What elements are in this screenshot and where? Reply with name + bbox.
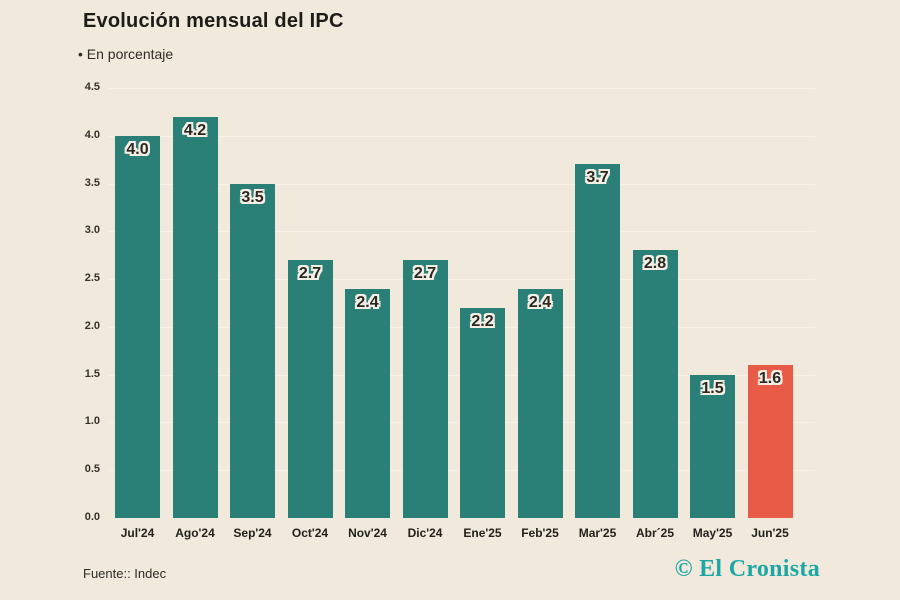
plot-area: 4.5 4.0 3.5 3.0 2.5 2.0 1.5 1.0 0.5 0.0 4.0 Jul'24 4… bbox=[85, 81, 815, 540]
y-axis-tick-label: 0.5 bbox=[84, 463, 100, 476]
x-axis-tick-label: Nov'24 bbox=[348, 526, 387, 540]
bar: 2.7 bbox=[287, 260, 333, 518]
bar: 4.2 bbox=[172, 116, 218, 518]
bar: 2.4 bbox=[345, 288, 390, 518]
bar: 2.2 bbox=[460, 307, 505, 518]
y-axis-tick-label: 2.0 bbox=[84, 319, 100, 332]
x-axis-tick-label: Sep'24 bbox=[233, 526, 272, 540]
x-axis-tick-label: Feb'25 bbox=[521, 526, 559, 540]
bar-value-label: 3.5 bbox=[241, 188, 264, 206]
source-note: Fuente:: Indec bbox=[83, 566, 167, 581]
y-axis-tick-label: 4.0 bbox=[84, 128, 100, 141]
bar: 2.8 bbox=[632, 250, 678, 518]
x-axis-tick-label: Mar'25 bbox=[578, 526, 617, 540]
y-axis-tick-label: 1.5 bbox=[84, 367, 100, 380]
gridline bbox=[108, 231, 815, 233]
bar: 4.0 bbox=[115, 135, 160, 518]
gridline bbox=[108, 88, 815, 89]
bar-highlighted: 1.6 bbox=[747, 365, 793, 518]
y-axis-tick-label: 2.5 bbox=[84, 272, 100, 285]
x-axis-tick-label: Dic'24 bbox=[407, 526, 443, 540]
x-axis-tick-label: Oct'24 bbox=[291, 526, 329, 540]
bar-value-label: 2.7 bbox=[413, 265, 437, 282]
page-title: Evolución mensual del IPC bbox=[83, 10, 344, 32]
bar-value-label: 1.6 bbox=[758, 370, 782, 388]
bar: 2.4 bbox=[517, 288, 563, 518]
x-axis-tick-label: Ene'25 bbox=[463, 526, 502, 540]
bar-value-label: 4.0 bbox=[126, 140, 149, 158]
x-axis-tick-label: Abr´25 bbox=[635, 526, 674, 540]
y-axis-tick-label: 3.5 bbox=[84, 176, 100, 189]
bar-value-label: 2.2 bbox=[471, 312, 494, 330]
bar: 2.7 bbox=[402, 260, 448, 518]
bar-value-label: 2.7 bbox=[298, 265, 322, 282]
gridline bbox=[108, 279, 815, 281]
y-axis-tick-label: 4.5 bbox=[84, 81, 100, 93]
x-axis-tick-label: May'25 bbox=[692, 526, 733, 540]
x-axis-tick-label: Jun'25 bbox=[751, 526, 789, 540]
gridline bbox=[108, 183, 815, 185]
bar-value-label: 1.5 bbox=[701, 379, 724, 397]
bar-value-label: 2.4 bbox=[356, 293, 379, 311]
x-axis-tick-label: Jul'24 bbox=[120, 526, 155, 540]
y-axis-tick-label: 0.0 bbox=[84, 511, 100, 523]
bar-value-label: 3.7 bbox=[586, 169, 609, 187]
bar: 3.7 bbox=[575, 164, 620, 518]
x-axis-tick-label: Ago'24 bbox=[175, 526, 215, 540]
chart-subtitle: • En porcentaje bbox=[78, 46, 174, 62]
bar-value-label: 2.4 bbox=[528, 293, 552, 311]
bar: 1.5 bbox=[690, 374, 735, 518]
gridline bbox=[108, 135, 815, 137]
y-axis-tick-label: 3.0 bbox=[84, 224, 100, 237]
bar: 3.5 bbox=[230, 183, 275, 518]
y-axis-tick-label: 1.0 bbox=[84, 415, 100, 428]
bar-value-label: 2.8 bbox=[643, 255, 667, 273]
bar-value-label: 4.2 bbox=[183, 121, 207, 139]
publisher-logo: © El Cronista bbox=[674, 556, 820, 582]
